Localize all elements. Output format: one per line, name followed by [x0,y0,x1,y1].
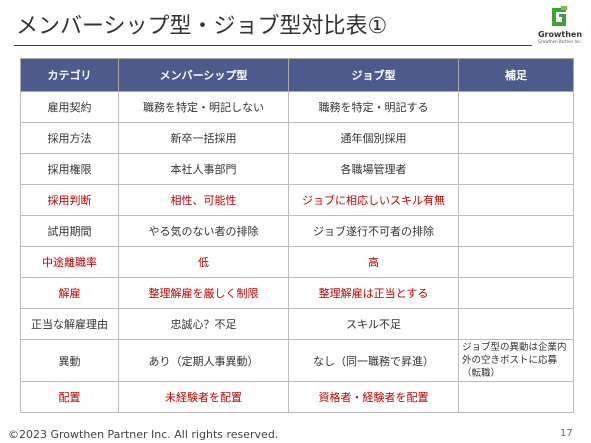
table-cell: やる気のない者の排除 [118,215,289,247]
table-cell: 低 [118,246,289,278]
table-cell: あり（定期人事異動） [118,339,289,382]
table-cell: 配置 [20,381,119,413]
note-cell [458,153,574,185]
logo-name: Growthen [537,30,583,39]
table-cell: 採用判断 [20,184,119,216]
logo-subtitle: Growthen Partner Inc. [538,39,582,44]
header-row: カテゴリ メンバーシップ型 ジョブ型 補足 [20,58,574,92]
table-cell: 高 [288,246,459,278]
table-cell: 通年個別採用 [288,122,459,154]
comparison-table: カテゴリ メンバーシップ型 ジョブ型 補足 雇用契約 職務を特定・明記しない 職務を特定・… [20,58,574,413]
table-cell: 採用方法 [20,122,119,154]
table-cell: 本社人事部門 [118,153,289,185]
table-cell: 整理解雇は正当とする [288,277,459,309]
note-cell [458,184,574,216]
title-rule [14,45,532,46]
note-cell [458,215,574,247]
table-cell: 採用権限 [20,153,119,185]
table-cell: 未経験者を配置 [118,381,289,413]
note-cell [458,122,574,154]
table-cell: ジョブ遂行不可者の排除 [288,215,459,247]
column-header: ジョブ型 [288,58,459,92]
table-cell: 新卒一括採用 [118,122,289,154]
note-cell: ジョブ型の異動は企業内外の空きポストに応募（転職） [458,339,574,382]
table-row: 異動 あり（定期人事異動） なし（同一職務で昇進） ジョブ型の異動は企業内外の空きポス… [20,339,574,382]
table-cell: 各職場管理者 [288,153,459,185]
table-cell: 試用期間 [20,215,119,247]
table-cell: 忠誠心？不足 [118,308,289,340]
table-cell: 雇用契約 [20,91,119,123]
table-cell: 中途離職率 [20,246,119,278]
table-cell: 異動 [20,339,119,382]
slide-title: メンバーシップ型・ジョブ型対比表① [16,14,388,39]
logo: Growthen Growthen Partner Inc. [532,6,588,44]
table-cell: 職務を特定・明記しない [118,91,289,123]
column-header: 補足 [458,58,574,92]
footer: ©2023 Growthen Partner Inc. All rights r… [8,428,279,441]
table-row: 採用判断 相性、可能性 ジョブに相応しいスキル有無 [20,184,574,216]
column-header: メンバーシップ型 [118,58,289,92]
note-cell [458,246,574,278]
table-row: 正当な解雇理由 忠誠心？不足 スキル不足 [20,308,574,340]
table-cell: ジョブに相応しいスキル有無 [288,184,459,216]
table-cell: 解雇 [20,277,119,309]
table-row: 配置 未経験者を配置 資格者・経験者を配置 [20,381,574,413]
table-row: 解雇 整理解雇を厳しく制限 整理解雇は正当とする [20,277,574,309]
note-cell [458,308,574,340]
column-header: カテゴリ [20,58,119,92]
note-cell [458,277,574,309]
note-cell [458,91,574,123]
logo-icon [552,6,567,26]
table-cell: 相性、可能性 [118,184,289,216]
table-cell: 職務を特定・明記する [288,91,459,123]
table-row: 採用方法 新卒一括採用 通年個別採用 [20,122,574,154]
table-cell: 整理解雇を厳しく制限 [118,277,289,309]
page-number: 17 [560,428,573,439]
table-body: 雇用契約 職務を特定・明記しない 職務を特定・明記する 採用方法 新卒一括採用 通年個別採… [20,91,574,413]
table-row: 中途離職率低高 [20,246,574,278]
table-row: 雇用契約 職務を特定・明記しない 職務を特定・明記する [20,91,574,123]
table-row: 試用期間 やる気のない者の排除 ジョブ遂行不可者の排除 [20,215,574,247]
table-cell: スキル不足 [288,308,459,340]
table-cell: 正当な解雇理由 [20,308,119,340]
table-cell: なし（同一職務で昇進） [288,339,459,382]
table-cell: 資格者・経験者を配置 [288,381,459,413]
note-cell [458,381,574,413]
table-row: 採用権限 本社人事部門 各職場管理者 [20,153,574,185]
